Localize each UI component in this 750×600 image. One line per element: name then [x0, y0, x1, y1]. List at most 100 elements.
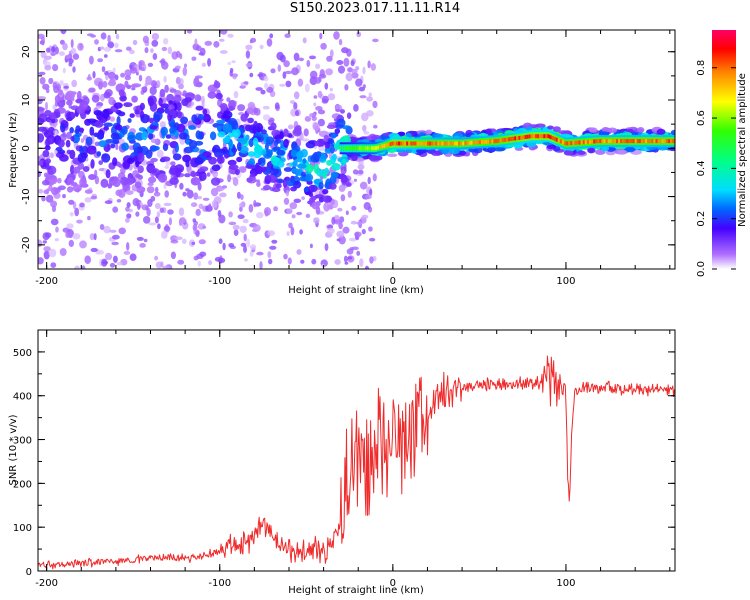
- heatmap-cell: [216, 120, 225, 124]
- heatmap-cell: [139, 243, 146, 248]
- heatmap-cell: [310, 244, 313, 249]
- heatmap-cell: [377, 146, 379, 150]
- heatmap-cell: [67, 186, 73, 192]
- heatmap-cell: [184, 97, 192, 103]
- heatmap-cell: [351, 221, 357, 225]
- heatmap-cell: [198, 261, 201, 267]
- heatmap-cell: [48, 127, 54, 131]
- heatmap-cell: [49, 249, 57, 258]
- heatmap-cell: [59, 154, 69, 162]
- heatmap-cell: [313, 123, 320, 131]
- heatmap-cell: [81, 138, 84, 143]
- heatmap-cell: [246, 239, 250, 248]
- heatmap-cell: [332, 154, 337, 161]
- bottom-y-axis-label: SNR (10 * v/v): [8, 414, 19, 485]
- heatmap-cell: [574, 141, 576, 145]
- heatmap-cell: [344, 84, 348, 90]
- heatmap-cell: [367, 61, 370, 69]
- heatmap-cell: [126, 213, 131, 218]
- y-tick-label: 10: [21, 94, 32, 107]
- heatmap-cell: [173, 153, 182, 160]
- heatmap-cell: [69, 240, 74, 247]
- heatmap-cell: [471, 141, 473, 145]
- heatmap-cell: [412, 142, 414, 146]
- heatmap-cell: [341, 159, 346, 164]
- heatmap-cell: [323, 202, 330, 211]
- colorbar-label: Normalized spectral amplitude: [737, 73, 748, 227]
- heatmap-cell: [148, 177, 156, 184]
- heatmap-cell: [74, 208, 79, 217]
- heatmap-cell: [617, 150, 628, 155]
- y-tick-label: -10: [21, 188, 32, 204]
- heatmap-cell: [72, 66, 75, 72]
- heatmap-cell: [179, 207, 184, 216]
- heatmap-cell: [138, 153, 145, 163]
- heatmap-cell: [246, 177, 252, 182]
- heatmap-cell: [493, 147, 505, 151]
- heatmap-cell: [52, 64, 58, 71]
- heatmap-cell: [339, 39, 342, 45]
- heatmap-cell: [246, 50, 250, 58]
- heatmap-cell: [196, 45, 202, 51]
- heatmap-cell: [109, 230, 116, 233]
- heatmap-cell: [570, 141, 572, 145]
- heatmap-cell: [45, 145, 51, 150]
- heatmap-cell: [137, 203, 141, 210]
- heatmap-cell: [164, 165, 169, 169]
- heatmap-cell: [62, 43, 68, 50]
- heatmap-cell: [86, 137, 93, 146]
- y-tick-label: 0: [26, 567, 32, 578]
- heatmap-cell: [250, 40, 253, 44]
- heatmap-cell: [298, 79, 303, 87]
- heatmap-cell: [564, 150, 574, 155]
- heatmap-cell: [207, 172, 211, 176]
- heatmap-cell: [113, 256, 118, 263]
- heatmap-cell: [50, 201, 57, 208]
- heatmap-cell: [128, 118, 132, 123]
- heatmap-cell: [42, 150, 49, 157]
- heatmap-cell: [671, 130, 678, 135]
- heatmap-cell: [299, 229, 303, 234]
- heatmap-cell: [71, 80, 77, 88]
- heatmap-cell: [79, 178, 87, 188]
- heatmap-cell: [305, 84, 310, 93]
- heatmap-cell: [59, 51, 65, 56]
- y-tick-label: 500: [13, 348, 32, 359]
- heatmap-cell: [560, 139, 562, 143]
- heatmap-cell: [78, 153, 87, 163]
- heatmap-cell: [363, 131, 369, 135]
- heatmap-cell: [232, 121, 238, 130]
- heatmap-cell: [402, 142, 404, 146]
- heatmap-cell: [160, 261, 163, 267]
- heatmap-cell: [352, 146, 354, 150]
- heatmap-cell: [290, 202, 298, 209]
- heatmap-cell: [227, 174, 231, 182]
- heatmap-cell: [361, 113, 369, 122]
- heatmap-cell: [302, 158, 306, 164]
- heatmap-cell: [311, 259, 316, 265]
- heatmap-cell: [71, 39, 74, 48]
- heatmap-cell: [135, 211, 139, 216]
- heatmap-cell: [60, 248, 67, 256]
- heatmap-cell: [577, 151, 585, 155]
- heatmap-cell: [222, 185, 227, 188]
- heatmap-cell: [466, 141, 468, 145]
- heatmap-cell: [426, 130, 433, 135]
- heatmap-cell: [51, 46, 55, 52]
- heatmap-cell: [421, 142, 423, 146]
- heatmap-cell: [333, 31, 340, 40]
- heatmap-cell: [193, 77, 199, 87]
- heatmap-cell: [347, 112, 351, 119]
- heatmap-cell: [246, 107, 254, 114]
- heatmap-cell: [469, 141, 471, 145]
- heatmap-cell: [312, 116, 317, 121]
- heatmap-cell: [104, 47, 111, 52]
- heatmap-cell: [277, 150, 286, 156]
- heatmap-cell: [98, 140, 107, 147]
- heatmap-cell: [191, 202, 197, 207]
- heatmap-cell: [182, 239, 187, 244]
- heatmap-cell: [197, 196, 202, 199]
- heatmap-cell: [104, 92, 111, 99]
- heatmap-cell: [66, 100, 73, 105]
- heatmap-cell: [245, 124, 252, 131]
